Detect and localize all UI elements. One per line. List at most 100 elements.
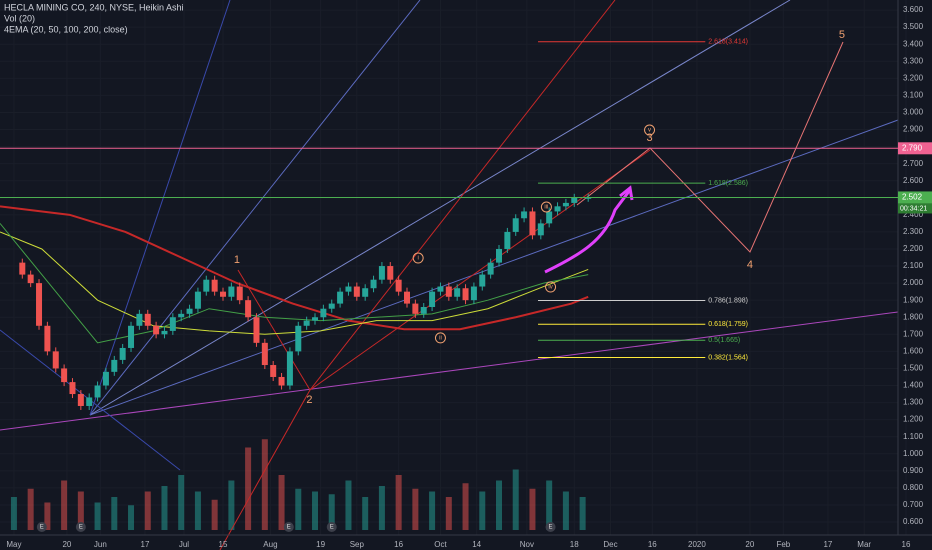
x-tick-label: Aug (263, 540, 277, 549)
x-tick-label: 16 (394, 540, 403, 549)
volume-bar (245, 447, 252, 530)
candle (571, 197, 578, 203)
candle (345, 286, 352, 292)
volume-bar (378, 486, 385, 530)
candle (36, 283, 43, 326)
y-tick-label: 1.100 (903, 432, 924, 441)
candle (94, 385, 101, 398)
candle (420, 307, 427, 314)
price-label-box (898, 142, 932, 155)
subwave-circle (412, 252, 424, 264)
y-tick-label: 3.400 (903, 39, 924, 48)
volume-bar (412, 488, 419, 530)
candle (27, 274, 34, 284)
volume-bar (278, 475, 285, 530)
countdown: 00:34:21 (900, 205, 927, 212)
trendline (89, 0, 791, 416)
volume-bar (462, 483, 469, 530)
candle (328, 303, 335, 309)
candle (404, 291, 411, 304)
y-tick-label: 3.100 (903, 91, 924, 100)
overlay: 0.600 0.700 0.800 0.900 1.000 1.100 1.200 1.300… (0, 5, 932, 549)
volume-bar (261, 439, 268, 530)
y-tick-label: 0.900 (903, 466, 924, 475)
x-tick-label: Feb (776, 540, 790, 549)
event-marker (545, 522, 556, 532)
y-tick-label: 1.500 (903, 364, 924, 373)
ema-line (0, 223, 589, 344)
candle (278, 376, 285, 386)
candle (295, 325, 302, 352)
volume-bar (77, 491, 84, 530)
volume-bar (61, 480, 68, 530)
event-label: E (40, 525, 44, 531)
arrow-head (619, 185, 634, 201)
volume-bar (362, 497, 369, 530)
x-tick-label: Oct (434, 540, 447, 549)
y-tick-label: 3.500 (903, 22, 924, 31)
volume-bar (479, 491, 486, 530)
price-label: 2.502 (902, 193, 923, 202)
y-tick-label: 2.000 (903, 278, 924, 287)
candle (111, 359, 118, 372)
candle (77, 394, 84, 406)
y-tick-label: 2.200 (903, 244, 924, 253)
volume-bar (395, 475, 402, 530)
x-tick-label: 2020 (688, 540, 706, 549)
candle (537, 223, 544, 236)
candle (261, 342, 268, 366)
candle (412, 303, 419, 314)
event-marker (75, 522, 86, 532)
x-tick-label: 16 (902, 540, 911, 549)
candle (395, 279, 402, 292)
event-marker (36, 522, 47, 532)
candle (512, 218, 519, 232)
x-tick-label: 20 (745, 540, 754, 549)
fib-label: 0.618(1.759) (708, 321, 748, 328)
y-tick-label: 1.800 (903, 312, 924, 321)
ema-line (0, 231, 589, 335)
candle (169, 317, 176, 331)
x-tick-label: 16 (648, 540, 657, 549)
wave-label: 2 (306, 394, 312, 406)
candle (454, 288, 461, 297)
candle (554, 206, 561, 212)
candle (203, 279, 210, 292)
candle (479, 274, 486, 287)
y-tick-label: 0.600 (903, 517, 924, 526)
y-tick-label: 3.300 (903, 56, 924, 65)
candle (353, 286, 360, 297)
volume-bar (445, 497, 452, 530)
volume-bar (10, 497, 17, 530)
indicator: Vol (20) (4, 13, 35, 23)
subwave-label: iii (544, 205, 548, 211)
y-tick-label: 1.600 (903, 346, 924, 355)
candle (253, 317, 260, 343)
trendline (309, 0, 616, 391)
candle (312, 317, 319, 321)
subwave-label: ii (439, 335, 442, 341)
volume-bar (562, 491, 569, 530)
arrow (544, 189, 632, 274)
volume-bar (161, 486, 168, 530)
trendline (309, 149, 651, 391)
ema-line (0, 205, 589, 331)
candle (562, 202, 569, 207)
candle (495, 248, 502, 263)
candle (429, 291, 436, 308)
candle (86, 397, 93, 406)
y-tick-label: 2.700 (903, 159, 924, 168)
volume-bar (295, 488, 302, 530)
y-tick-label: 1.400 (903, 381, 924, 390)
volume-bar (44, 502, 51, 530)
candle (119, 347, 126, 360)
volume-bar (345, 480, 352, 530)
y-tick-label: 1.200 (903, 415, 924, 424)
y-tick-label: 0.800 (903, 483, 924, 492)
x-tick-label: Dec (603, 540, 617, 549)
candle (445, 286, 452, 297)
price-label-box (898, 191, 932, 204)
candle (245, 300, 252, 318)
x-tick-label: 17 (141, 540, 150, 549)
candle (487, 262, 494, 275)
